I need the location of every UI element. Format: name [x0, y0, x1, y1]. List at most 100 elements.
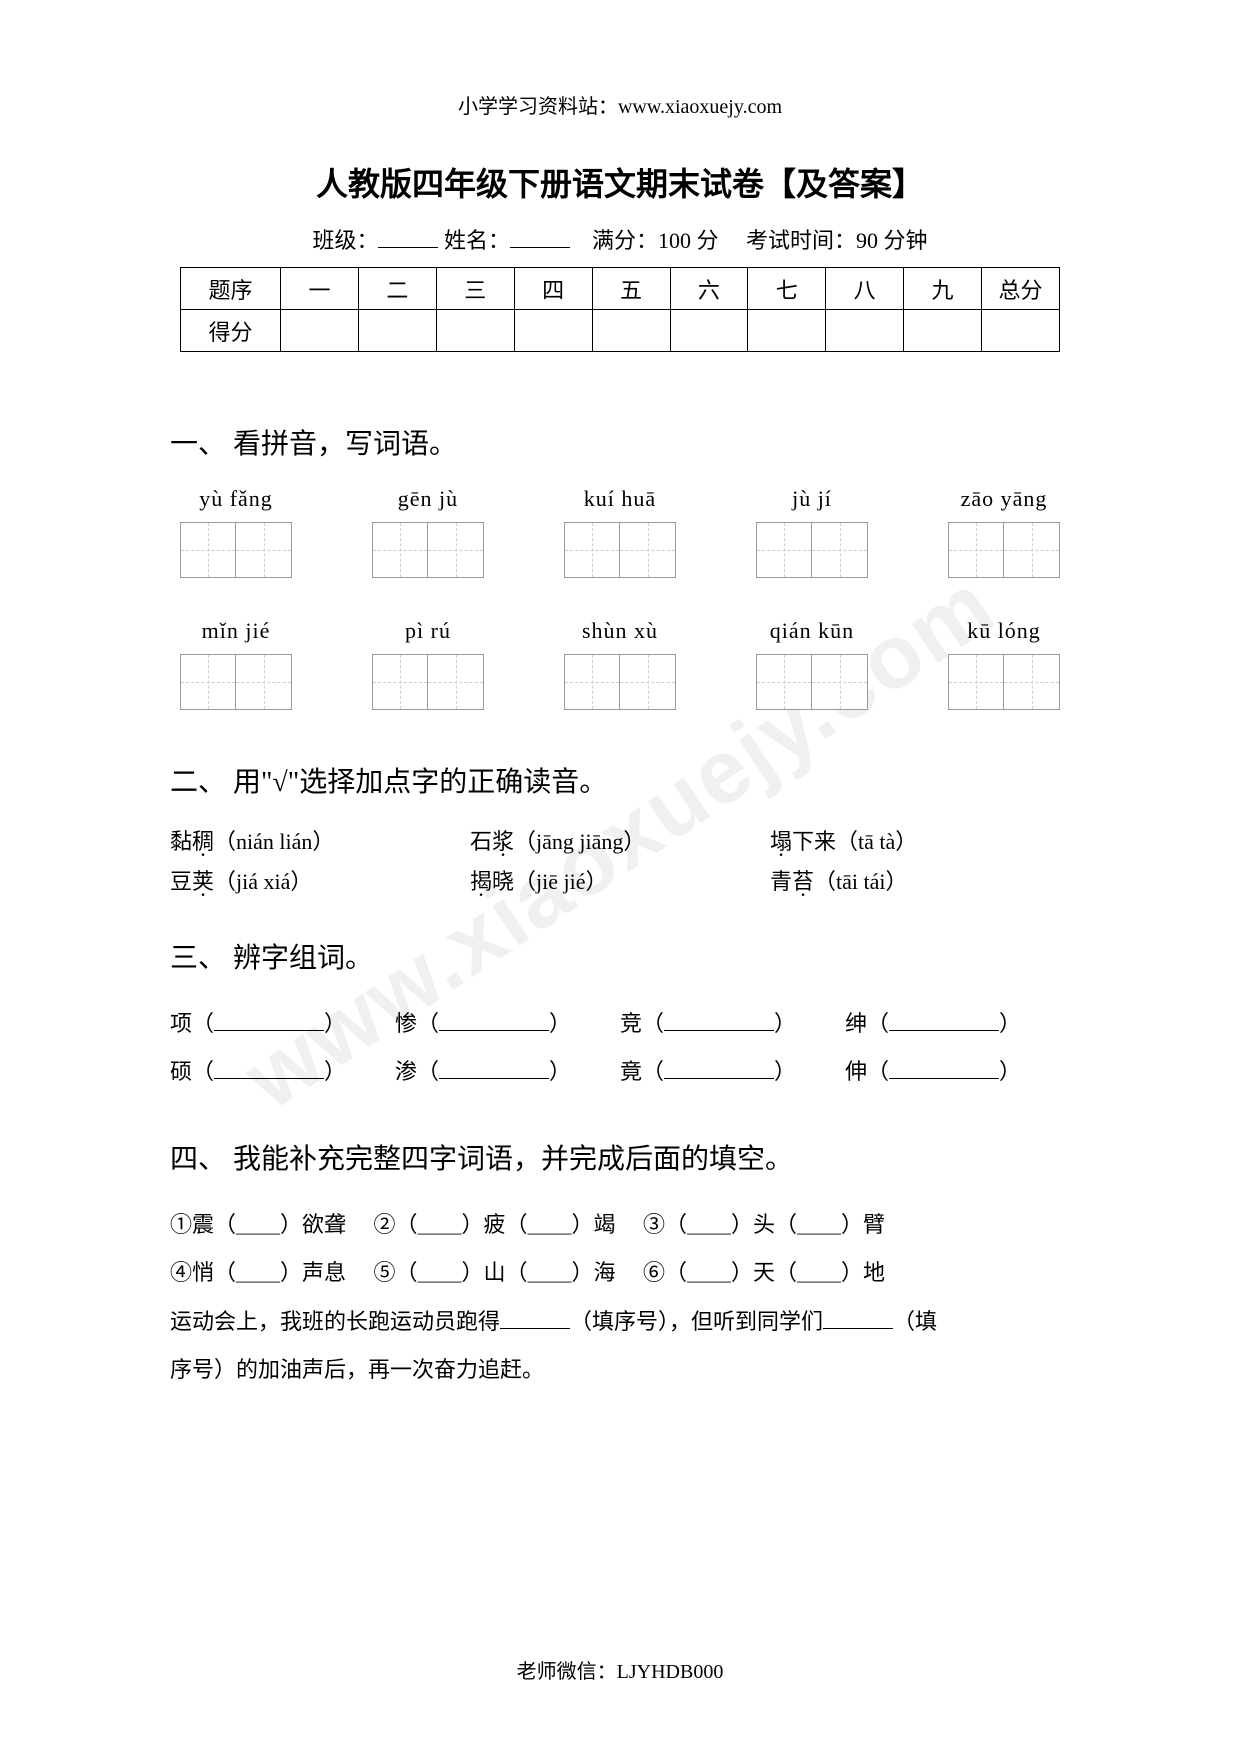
q3-item: 渗（）	[395, 1048, 620, 1096]
blank[interactable]	[439, 1059, 549, 1079]
char-box-pair[interactable]	[948, 522, 1060, 578]
pinyin-group: shùn xù	[564, 618, 676, 710]
q4-item: ⑥（＿＿）天（＿＿）地	[643, 1260, 885, 1285]
q2-item: 青苔（tāi tái）	[770, 864, 1070, 896]
score-cell[interactable]	[514, 310, 592, 352]
section4-body: ①震（＿＿）欲聋 ②（＿＿）疲（＿＿）竭 ③（＿＿）头（＿＿）臂 ④悄（＿＿）声…	[170, 1201, 1070, 1395]
char-box-pair[interactable]	[180, 522, 292, 578]
score-cell[interactable]	[982, 310, 1060, 352]
char-box-pair[interactable]	[756, 522, 868, 578]
exam-info-line: 班级： 姓名： 满分：100 分 考试时间：90 分钟	[170, 223, 1070, 255]
section1-heading: 一、 看拼音，写词语。	[170, 422, 1070, 462]
q4-sent-mid1: （填序号），但听到同学们	[570, 1309, 823, 1334]
full-label: 满分：	[592, 228, 658, 253]
q3-char: 绅	[845, 1011, 867, 1036]
col-9: 九	[904, 268, 982, 310]
col-4: 四	[514, 268, 592, 310]
pinyin-group: gēn jù	[372, 486, 484, 578]
pinyin-group: qián kūn	[756, 618, 868, 710]
score-cell[interactable]	[281, 310, 359, 352]
q3-char: 惨	[395, 1011, 417, 1036]
q3-item: 绅（）	[845, 1000, 1070, 1048]
char-box-pair[interactable]	[372, 522, 484, 578]
score-cell[interactable]	[592, 310, 670, 352]
pinyin-text: zāo yāng	[961, 486, 1048, 512]
full-value: 100 分	[658, 228, 719, 253]
q3-item: 惨（）	[395, 1000, 620, 1048]
score-cell[interactable]	[359, 310, 437, 352]
pinyin-text: kuí huā	[584, 486, 656, 512]
q4-sentence-end: 序号）的加油声后，再一次奋力追赶。	[170, 1346, 1070, 1394]
pinyin-text: kū lóng	[967, 618, 1041, 644]
q2-post: 下来	[792, 829, 836, 854]
class-blank[interactable]	[378, 226, 438, 248]
score-cell[interactable]	[670, 310, 748, 352]
blank[interactable]	[664, 1059, 774, 1079]
pinyin-group: mǐn jié	[180, 618, 292, 710]
page-content: 小学学习资料站：www.xiaoxuejy.com 人教版四年级下册语文期末试卷…	[0, 0, 1240, 1454]
q2-dot-char: 稠	[192, 829, 214, 854]
q2-pre: 青	[770, 869, 792, 894]
blank[interactable]	[500, 1309, 570, 1329]
col-3: 三	[436, 268, 514, 310]
q2-pre: 黏	[170, 829, 192, 854]
pinyin-group: yù fǎng	[180, 486, 292, 578]
pinyin-group: kuí huā	[564, 486, 676, 578]
pinyin-row-2: mǐn jié pì rú shùn xù qián kūn kū lóng	[170, 618, 1070, 710]
score-cell[interactable]	[904, 310, 982, 352]
q2-item: 塌下来（tā tà）	[770, 824, 1070, 856]
pinyin-group: jù jí	[756, 486, 868, 578]
table-row: 题序 一 二 三 四 五 六 七 八 九 总分	[181, 268, 1060, 310]
char-box-pair[interactable]	[564, 522, 676, 578]
q2-item: 石浆（jāng jiāng）	[470, 824, 770, 856]
q3-char: 竞	[620, 1011, 642, 1036]
char-box-pair[interactable]	[180, 654, 292, 710]
col-5: 五	[592, 268, 670, 310]
char-box-pair[interactable]	[948, 654, 1060, 710]
header-url: 小学学习资料站：www.xiaoxuejy.com	[170, 90, 1070, 119]
blank[interactable]	[439, 1011, 549, 1031]
q3-item: 竞（）	[620, 1000, 845, 1048]
blank[interactable]	[664, 1011, 774, 1031]
q3-char: 硕	[170, 1059, 192, 1084]
blank[interactable]	[889, 1059, 999, 1079]
pinyin-row-1: yù fǎng gēn jù kuí huā jù jí zāo yāng	[170, 486, 1070, 578]
name-blank[interactable]	[510, 226, 570, 248]
exam-title: 人教版四年级下册语文期末试卷【及答案】	[170, 159, 1070, 205]
row-header-2: 得分	[181, 310, 281, 352]
score-cell[interactable]	[748, 310, 826, 352]
blank[interactable]	[889, 1011, 999, 1031]
pinyin-text: yù fǎng	[199, 486, 273, 512]
q2-reading: （tāi tái）	[814, 869, 907, 894]
q3-item: 硕（）	[170, 1048, 395, 1096]
q2-dot-char: 揭	[470, 869, 492, 894]
q4-sent-mid2: （填	[893, 1309, 937, 1334]
char-box-pair[interactable]	[372, 654, 484, 710]
q4-item: ①震（＿＿）欲聋	[170, 1212, 346, 1237]
section3-heading: 三、 辨字组词。	[170, 936, 1070, 976]
score-cell[interactable]	[826, 310, 904, 352]
q2-dot-char: 荚	[192, 869, 214, 894]
char-box-pair[interactable]	[564, 654, 676, 710]
blank[interactable]	[214, 1059, 324, 1079]
char-box-pair[interactable]	[756, 654, 868, 710]
name-label: 姓名：	[444, 228, 510, 253]
q2-pre: 石	[470, 829, 492, 854]
q2-pre: 豆	[170, 869, 192, 894]
class-label: 班级：	[312, 228, 378, 253]
blank[interactable]	[214, 1011, 324, 1031]
q2-reading: （jiá xiá）	[214, 869, 312, 894]
q4-line: ①震（＿＿）欲聋 ②（＿＿）疲（＿＿）竭 ③（＿＿）头（＿＿）臂	[170, 1201, 1070, 1249]
col-total: 总分	[982, 268, 1060, 310]
score-cell[interactable]	[436, 310, 514, 352]
col-7: 七	[748, 268, 826, 310]
pinyin-group: kū lóng	[948, 618, 1060, 710]
q2-item: 黏稠（nián lián）	[170, 824, 470, 856]
blank[interactable]	[823, 1309, 893, 1329]
q4-sentence: 运动会上，我班的长跑运动员跑得（填序号），但听到同学们（填	[170, 1298, 1070, 1346]
q2-reading: （nián lián）	[214, 829, 334, 854]
q4-item: ⑤（＿＿）山（＿＿）海	[374, 1260, 616, 1285]
q3-char: 竟	[620, 1059, 642, 1084]
q3-item: 竟（）	[620, 1048, 845, 1096]
footer-wechat: 老师微信：LJYHDB000	[0, 1655, 1240, 1684]
